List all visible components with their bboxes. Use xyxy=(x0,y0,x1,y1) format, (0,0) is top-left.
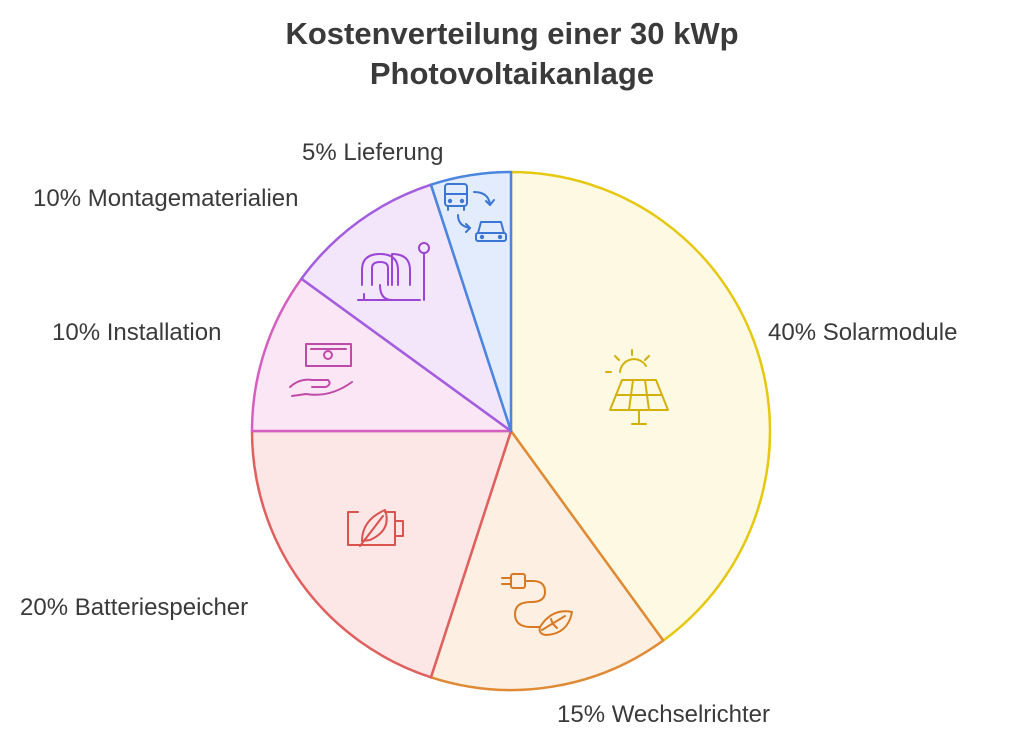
slice-label-montagematerialien: 10% Montagematerialien xyxy=(33,185,299,212)
slice-label-batteriespeicher: 20% Batteriespeicher xyxy=(20,594,248,621)
solar-panel-icon xyxy=(605,349,669,425)
pie-slices xyxy=(250,170,772,692)
slice-label-wechselrichter: 15% Wechselrichter xyxy=(557,701,770,728)
slice-label-solarmodule: 40% Solarmodule xyxy=(768,319,957,346)
chart-title: Kostenverteilung einer 30 kWp Photovolta… xyxy=(0,14,1024,94)
plug-leaf-icon xyxy=(501,573,573,636)
pie-labels: 40% Solarmodule 15% Wechselrichter 20% B… xyxy=(20,139,957,728)
pie-slice-wechselrichter xyxy=(429,429,665,692)
pie-slice-installation xyxy=(250,277,513,433)
pie-icons xyxy=(289,183,669,636)
pie-slice-lieferung xyxy=(429,170,513,433)
chart-title-line-2: Photovoltaikanlage xyxy=(369,56,655,91)
pie-slice-batteriespeicher xyxy=(250,429,513,679)
delivery-vehicles-icon xyxy=(444,183,507,242)
chart-title-line-1: Kostenverteilung einer 30 kWp xyxy=(285,16,739,51)
slice-label-installation: 10% Installation xyxy=(52,319,221,346)
pie-slice-montagematerialien xyxy=(300,183,513,433)
slice-label-lieferung: 5% Lieferung xyxy=(302,139,443,166)
pie-slice-solarmodule xyxy=(509,170,772,642)
mounting-hardware-icon xyxy=(357,242,430,301)
money-hand-icon xyxy=(289,343,353,397)
eco-battery-icon xyxy=(347,509,404,547)
